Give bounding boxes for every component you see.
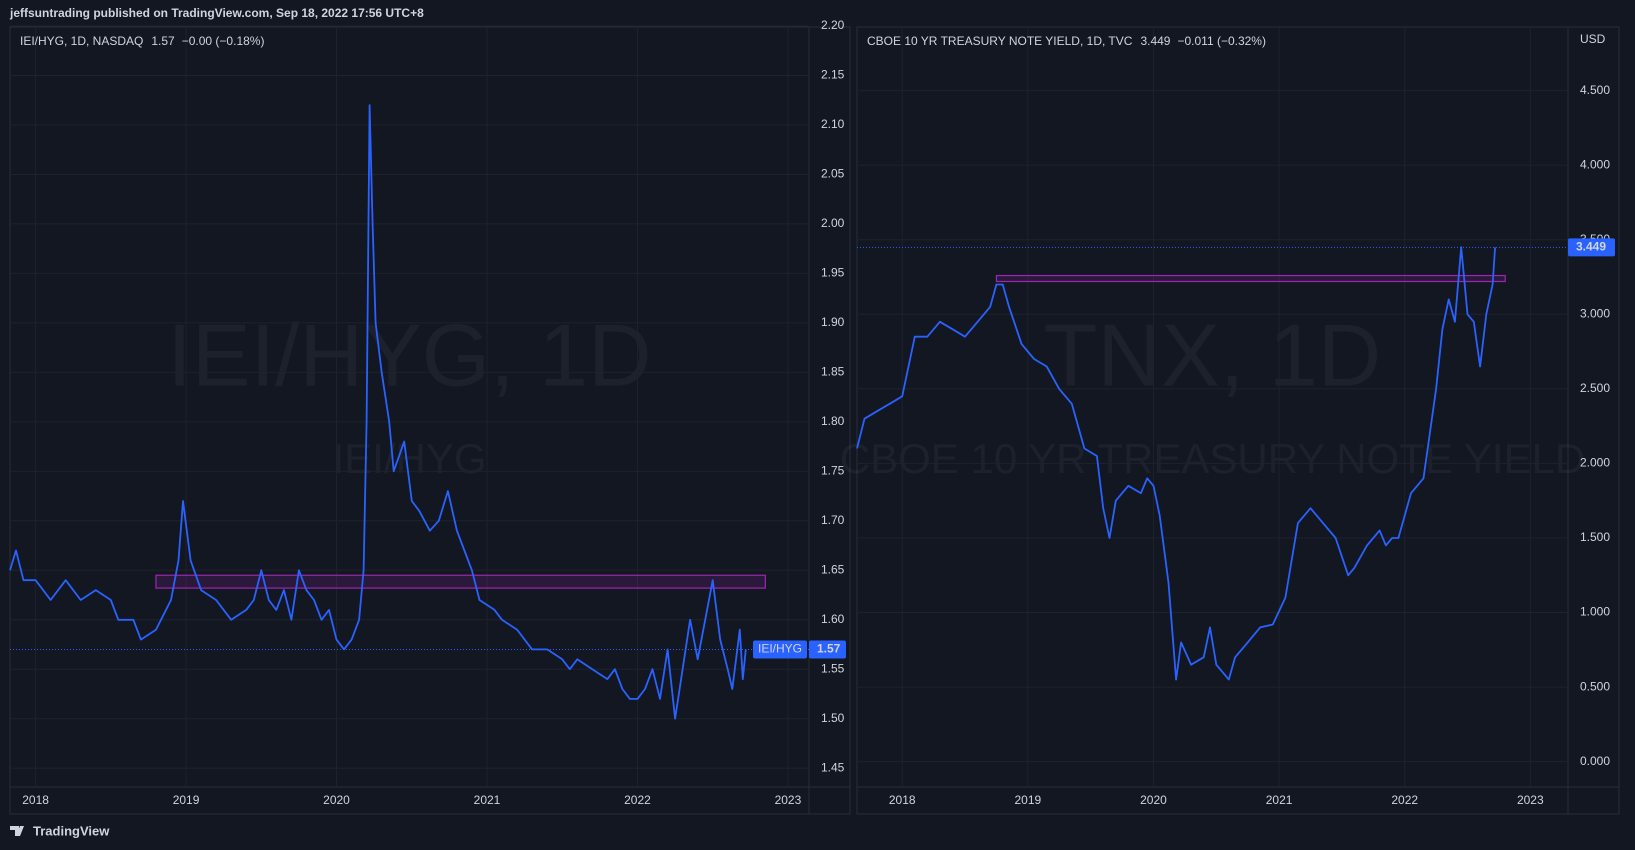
y-tick-label: 3.000 <box>1580 306 1610 320</box>
legend-change: −0.011 (−0.32%) <box>1177 34 1266 48</box>
footer-brand: TradingView <box>33 823 110 838</box>
y-tick-label: 0.000 <box>1580 754 1610 768</box>
watermark-sub: CBOE 10 YR TREASURY NOTE YIELD <box>840 435 1585 482</box>
y-tick-label: 4.000 <box>1580 157 1610 171</box>
y-tick-label: 1.85 <box>821 365 845 379</box>
y-tick-label: 2.15 <box>821 68 845 82</box>
last-value-tag <box>1568 238 1615 257</box>
price-line <box>856 246 1496 681</box>
x-tick-label: 2023 <box>1517 793 1544 807</box>
y-tick-label: 2.20 <box>821 18 845 32</box>
watermark: TNX, 1D <box>1044 305 1381 404</box>
y-tick-label: 1.45 <box>821 760 845 774</box>
last-value-label: 1.57 <box>817 642 841 656</box>
panel-frame <box>9 26 851 815</box>
zone-rectangle <box>155 574 766 589</box>
x-tick-label: 2018 <box>889 793 916 807</box>
y-tick-label: 2.05 <box>821 167 845 181</box>
y-tick-label: 2.00 <box>821 216 845 230</box>
watermark: IEI/HYG, 1D <box>167 305 651 404</box>
y-tick-label: 2.500 <box>1580 381 1610 395</box>
y-tick-label: 1.65 <box>821 562 845 576</box>
x-tick-label: 2023 <box>775 793 802 807</box>
panel-frame <box>856 26 1620 815</box>
y-tick-label: 1.55 <box>821 661 845 675</box>
y-tick-label: 1.000 <box>1580 605 1610 619</box>
y-tick-label: 1.60 <box>821 612 845 626</box>
x-tick-label: 2020 <box>1140 793 1167 807</box>
publish-header: jeffsuntrading published on TradingView.… <box>9 6 424 20</box>
y-tick-label: 0.500 <box>1580 679 1610 693</box>
watermark-sub: IEI/HYG <box>332 435 486 482</box>
symbol-tag <box>752 640 807 659</box>
legend-title: IEI/HYG, 1D, NASDAQ <box>20 34 143 48</box>
y-tick-label: 1.80 <box>821 414 845 428</box>
x-tick-label: 2019 <box>173 793 200 807</box>
y-tick-label: 4.500 <box>1580 83 1610 97</box>
tv-logo <box>10 826 24 836</box>
last-value-tag <box>809 640 846 659</box>
legend-title: CBOE 10 YR TREASURY NOTE YIELD, 1D, TVC <box>867 34 1133 48</box>
last-value-label: 3.449 <box>1576 240 1606 254</box>
currency-label: USD <box>1580 32 1606 46</box>
x-tick-label: 2019 <box>1014 793 1041 807</box>
y-tick-label: 1.50 <box>821 711 845 725</box>
x-tick-label: 2018 <box>22 793 49 807</box>
legend-value: 1.57 <box>151 34 175 48</box>
symbol-tag-label: IEI/HYG <box>758 642 802 656</box>
legend-change: −0.00 (−0.18%) <box>182 34 265 48</box>
price-line <box>9 104 747 720</box>
x-tick-label: 2020 <box>323 793 350 807</box>
x-tick-label: 2022 <box>624 793 651 807</box>
x-tick-label: 2022 <box>1391 793 1418 807</box>
x-tick-label: 2021 <box>474 793 501 807</box>
y-tick-label: 1.95 <box>821 266 845 280</box>
zone-rectangle <box>995 274 1506 283</box>
y-tick-label: 2.10 <box>821 117 845 131</box>
y-tick-label: 1.500 <box>1580 530 1610 544</box>
y-tick-label: 1.90 <box>821 315 845 329</box>
legend-value: 3.449 <box>1140 34 1170 48</box>
y-tick-label: 1.75 <box>821 463 845 477</box>
x-tick-label: 2021 <box>1266 793 1293 807</box>
y-tick-label: 2.000 <box>1580 456 1610 470</box>
y-tick-label: 1.70 <box>821 513 845 527</box>
